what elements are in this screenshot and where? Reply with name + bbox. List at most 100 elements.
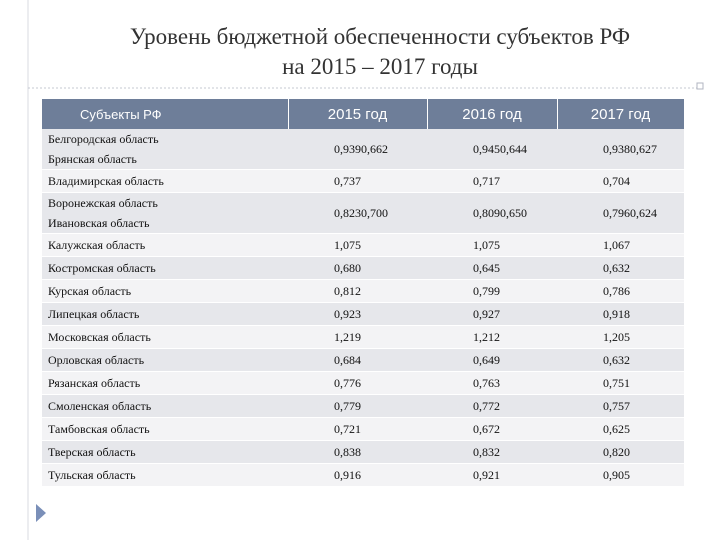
region-name: Воронежская область [48, 196, 158, 210]
value-2016: 0,672 [473, 422, 500, 436]
value-cell-2017: 0,7960,624 [557, 192, 684, 234]
slide-title: Уровень бюджетной обеспеченности субъект… [60, 22, 700, 82]
value-cell-2015: 0,9390,662 [288, 129, 427, 170]
region-cell: Смоленская область [42, 394, 288, 418]
value-cell-2017: 0,820 [557, 440, 684, 464]
value-cell-2016: 0,772 [427, 394, 557, 418]
value-cell-2016: 0,672 [427, 417, 557, 441]
value-2016: 0,927 [473, 307, 500, 321]
title-line-2: на 2015 – 2017 годы [282, 54, 478, 79]
region-cell: Рязанская область [42, 371, 288, 395]
region-name: Калужская область [48, 238, 146, 252]
value-2015: 1,075 [334, 238, 361, 252]
table-row: Воронежская область Ивановская область 0,8… [42, 192, 684, 234]
region-name: Брянская область [48, 152, 137, 166]
value-cell-2016: 0,832 [427, 440, 557, 464]
value-cell-2017: 0,704 [557, 169, 684, 193]
value-2017: 0,938 [603, 142, 630, 156]
region-name: Рязанская область [48, 376, 141, 390]
table-row: Смоленская область 0,779 0,772 0,757 [42, 394, 684, 418]
value-2017: 0,796 [603, 206, 630, 220]
value-cell-2016: 1,212 [427, 325, 557, 349]
value-2015: 0,823 [334, 206, 361, 220]
value-cell-2015: 0,684 [288, 348, 427, 372]
table-row: Белгородская область Брянская область 0,93… [42, 129, 684, 170]
value-2017: 0,918 [603, 307, 630, 321]
region-cell: Тамбовская область [42, 417, 288, 441]
budget-table: Субъекты РФ 2015 год 2016 год 2017 год Б… [42, 99, 685, 487]
region-name: Тульская область [48, 468, 136, 482]
region-cell: Тверская область [42, 440, 288, 464]
value-2015: 0,680 [334, 261, 361, 275]
divider-end-marker [696, 82, 704, 90]
value-cell-2017: 0,9380,627 [557, 129, 684, 170]
table-row: Московская область 1,219 1,212 1,205 [42, 325, 684, 349]
value-2016: 0,650 [500, 206, 527, 220]
region-name: Липецкая область [48, 307, 140, 321]
region-name: Московская область [48, 330, 151, 344]
value-2015: 1,219 [334, 330, 361, 344]
value-cell-2016: 0,927 [427, 302, 557, 326]
value-2016: 0,945 [473, 142, 500, 156]
value-2015: 0,838 [334, 445, 361, 459]
value-cell-2017: 0,905 [557, 463, 684, 487]
value-2017: 0,757 [603, 399, 630, 413]
value-2015: 0,776 [334, 376, 361, 390]
table-row: Костромская область 0,680 0,645 0,632 [42, 256, 684, 280]
table-row: Курская область 0,812 0,799 0,786 [42, 279, 684, 303]
value-2015: 0,721 [334, 422, 361, 436]
value-2015: 0,684 [334, 353, 361, 367]
value-2016: 0,645 [473, 261, 500, 275]
value-2015: 0,779 [334, 399, 361, 413]
region-name: Курская область [48, 284, 132, 298]
value-cell-2016: 0,763 [427, 371, 557, 395]
value-2016: 0,799 [473, 284, 500, 298]
region-cell: Тульская область [42, 463, 288, 487]
value-2015: 0,923 [334, 307, 361, 321]
region-cell: Костромская область [42, 256, 288, 280]
value-2016: 0,763 [473, 376, 500, 390]
region-cell: Владимирская область [42, 169, 288, 193]
value-2016: 0,832 [473, 445, 500, 459]
region-name: Тверская область [48, 445, 136, 459]
value-2017: 0,751 [603, 376, 630, 390]
value-2017: 0,632 [603, 353, 630, 367]
table-row: Тверская область 0,838 0,832 0,820 [42, 440, 684, 464]
value-cell-2016: 0,8090,650 [427, 192, 557, 234]
value-cell-2017: 0,632 [557, 348, 684, 372]
value-cell-2016: 1,075 [427, 233, 557, 257]
value-cell-2017: 0,751 [557, 371, 684, 395]
value-cell-2015: 0,812 [288, 279, 427, 303]
value-2017: 0,905 [603, 468, 630, 482]
value-2017: 0,786 [603, 284, 630, 298]
value-cell-2015: 0,8230,700 [288, 192, 427, 234]
value-2016: 1,075 [473, 238, 500, 252]
header-2015: 2015 год [288, 99, 428, 129]
table-header-row: Субъекты РФ 2015 год 2016 год 2017 год [42, 99, 685, 129]
value-cell-2015: 1,075 [288, 233, 427, 257]
region-name: Владимирская область [48, 174, 164, 188]
value-2017: 1,205 [603, 330, 630, 344]
value-cell-2017: 0,632 [557, 256, 684, 280]
value-cell-2015: 0,721 [288, 417, 427, 441]
region-cell: Липецкая область [42, 302, 288, 326]
triangle-arrow-icon [36, 504, 46, 522]
value-2017: 0,820 [603, 445, 630, 459]
table-row: Калужская область 1,075 1,075 1,067 [42, 233, 684, 257]
value-2015: 0,916 [334, 468, 361, 482]
value-cell-2016: 0,649 [427, 348, 557, 372]
region-cell: Белгородская область Брянская область [42, 129, 288, 170]
table-row: Владимирская область 0,737 0,717 0,704 [42, 169, 684, 193]
value-cell-2017: 1,067 [557, 233, 684, 257]
region-cell: Воронежская область Ивановская область [42, 192, 288, 234]
value-2016: 0,649 [473, 353, 500, 367]
region-cell: Калужская область [42, 233, 288, 257]
value-cell-2015: 0,923 [288, 302, 427, 326]
region-name: Смоленская область [48, 399, 152, 413]
header-2017: 2017 год [557, 99, 685, 129]
table-row: Рязанская область 0,776 0,763 0,751 [42, 371, 684, 395]
value-2015: 0,662 [361, 142, 388, 156]
region-cell: Московская область [42, 325, 288, 349]
region-name: Костромская область [48, 261, 156, 275]
